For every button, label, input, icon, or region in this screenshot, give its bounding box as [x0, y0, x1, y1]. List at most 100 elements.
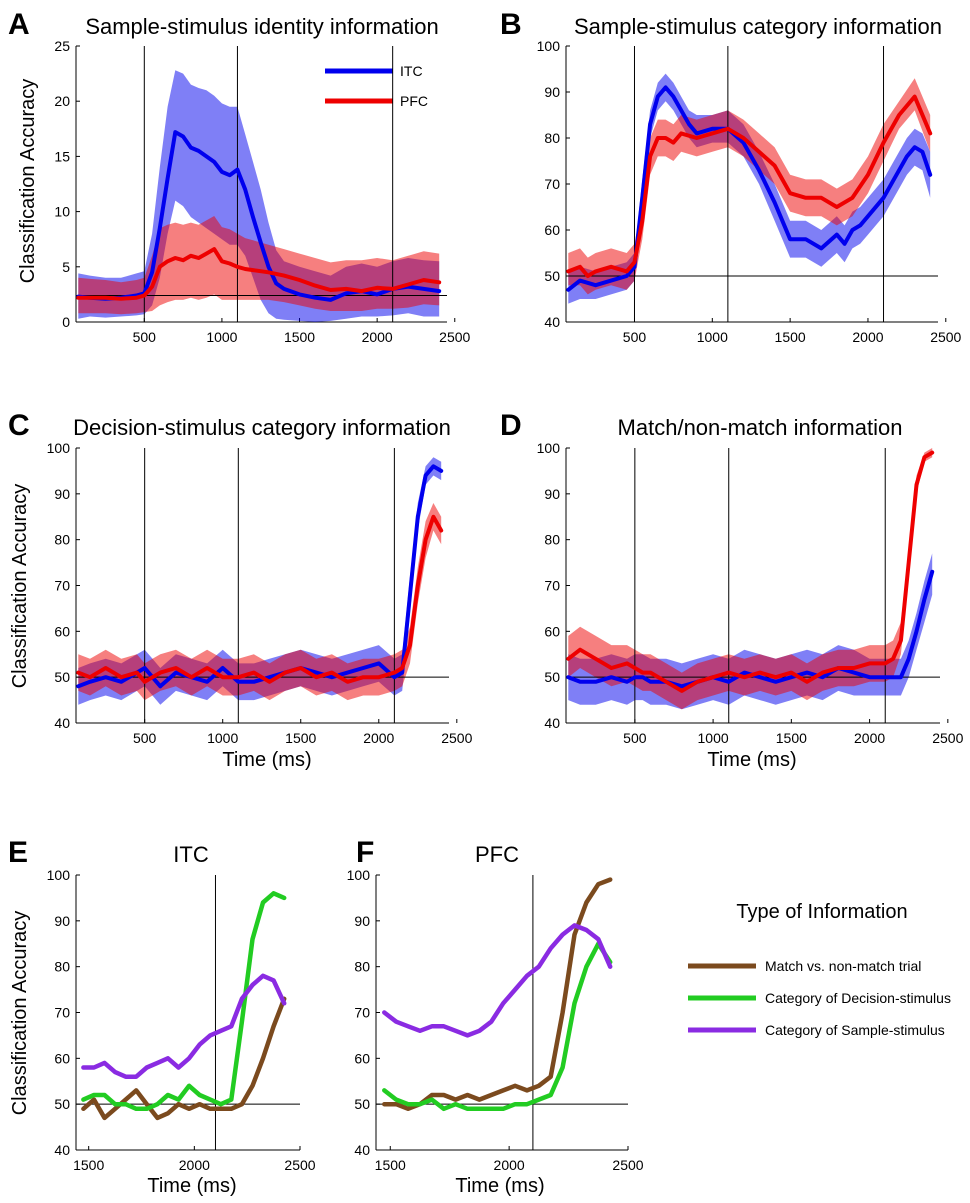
x-tick-label: 1500: [775, 329, 806, 345]
series-line-category-of-decision-stimulus: [382, 941, 613, 1112]
x-tick-label: 500: [623, 329, 647, 345]
x-tick-label: 1000: [697, 329, 728, 345]
y-tick-label: 40: [544, 715, 560, 731]
panel-a: A Sample-stimulus identity information C…: [8, 8, 471, 345]
x-tick-label: 2000: [852, 329, 883, 345]
x-tick-label: 1500: [73, 1157, 104, 1173]
y-tick-label: 70: [54, 1005, 70, 1021]
y-tick-label: 80: [54, 532, 70, 548]
x-tick-label: 1500: [375, 1157, 406, 1173]
x-tick-label: 1500: [285, 730, 316, 746]
x-tick-label: 500: [133, 730, 157, 746]
x-tick-label: 2500: [439, 329, 470, 345]
y-tick-label: 100: [47, 867, 71, 883]
y-tick-label: 40: [54, 1142, 70, 1158]
y-tick-label: 100: [47, 440, 71, 456]
series-line-pfc: [566, 94, 933, 278]
x-axis-label: Time (ms): [222, 749, 311, 771]
legend-title: Type of Information: [736, 901, 907, 923]
panel-b: B Sample-stimulus category information 4…: [500, 8, 962, 345]
y-tick-label: 80: [544, 532, 560, 548]
y-tick-label: 50: [54, 1096, 70, 1112]
y-tick-label: 80: [54, 959, 70, 975]
y-tick-label: 80: [544, 130, 560, 146]
x-tick-label: 2500: [612, 1157, 643, 1173]
y-tick-label: 40: [354, 1142, 370, 1158]
x-tick-label: 2000: [494, 1157, 525, 1173]
y-tick-label: 60: [544, 623, 560, 639]
y-tick-label: 10: [54, 204, 70, 220]
y-tick-label: 70: [544, 176, 560, 192]
y-tick-label: 90: [544, 84, 560, 100]
y-tick-label: 40: [54, 715, 70, 731]
y-tick-label: 100: [347, 867, 371, 883]
x-axis-label: Time (ms): [455, 1175, 544, 1197]
x-tick-label: 2500: [441, 730, 472, 746]
panel-letter-b: B: [500, 8, 522, 41]
panel-letter-a: A: [8, 8, 30, 41]
legend-label-sample: Category of Sample-stimulus: [765, 1022, 945, 1038]
y-tick-label: 100: [537, 440, 561, 456]
y-tick-label: 50: [54, 669, 70, 685]
panel-letter-d: D: [500, 409, 522, 442]
legend-label-match: Match vs. non-match trial: [765, 958, 921, 974]
y-tick-label: 15: [54, 148, 70, 164]
x-tick-label: 500: [133, 329, 157, 345]
panel-title: PFC: [475, 842, 519, 867]
y-tick-label: 70: [544, 578, 560, 594]
panel-title: Sample-stimulus identity information: [85, 14, 438, 39]
series-line-category-of-decision-stimulus: [81, 891, 287, 1112]
y-tick-label: 90: [54, 486, 70, 502]
confidence-band-pfc: [568, 448, 933, 710]
series-line-category-of-sample-stimulus: [382, 923, 613, 1038]
panel-title: ITC: [173, 842, 209, 867]
y-tick-label: 100: [537, 38, 561, 54]
y-axis-label: Classification Accuracy: [17, 79, 39, 284]
x-tick-label: 2000: [363, 730, 394, 746]
panel-c: C Decision-stimulus category information…: [8, 409, 473, 771]
series-line-pfc: [76, 247, 442, 301]
y-tick-label: 50: [544, 669, 560, 685]
y-tick-label: 60: [354, 1050, 370, 1066]
y-tick-label: 80: [354, 959, 370, 975]
y-tick-label: 90: [544, 486, 560, 502]
x-tick-label: 2000: [362, 329, 393, 345]
legend-label-decision: Category of Decision-stimulus: [765, 990, 951, 1006]
x-tick-label: 2500: [930, 329, 961, 345]
y-tick-label: 60: [54, 623, 70, 639]
x-tick-label: 2000: [179, 1157, 210, 1173]
y-tick-label: 25: [54, 38, 70, 54]
series-line-itc: [76, 464, 444, 689]
y-tick-label: 90: [54, 913, 70, 929]
panel-letter-c: C: [8, 409, 30, 442]
legend-label-pfc: PFC: [400, 93, 428, 109]
legend-label-itc: ITC: [400, 63, 423, 79]
panel-f: F PFC Time (ms) 40 50 60 70 80 90 100 1500 2000 2…: [347, 836, 644, 1197]
confidence-band-itc: [78, 70, 440, 322]
y-tick-label: 60: [544, 222, 560, 238]
y-tick-label: 90: [354, 913, 370, 929]
y-axis-label: Classification Accuracy: [9, 484, 31, 689]
y-tick-label: 5: [62, 259, 70, 275]
x-axis-label: Time (ms): [147, 1175, 236, 1197]
y-tick-label: 70: [54, 578, 70, 594]
x-tick-label: 1000: [207, 730, 238, 746]
series-line-category-of-sample-stimulus: [81, 973, 287, 1079]
panel-title: Match/non-match information: [618, 415, 903, 440]
panel-letter-f: F: [356, 836, 374, 869]
y-tick-label: 40: [544, 314, 560, 330]
x-tick-label: 1500: [776, 730, 807, 746]
x-axis-label: Time (ms): [707, 749, 796, 771]
panel-title: Sample-stimulus category information: [574, 14, 942, 39]
y-tick-label: 70: [354, 1005, 370, 1021]
series-line-pfc: [76, 514, 444, 684]
x-tick-label: 2000: [854, 730, 885, 746]
y-tick-label: 50: [354, 1096, 370, 1112]
legend-type-of-information: Type of Information Match vs. non-match …: [688, 901, 951, 1038]
panel-d: D Match/non-match information Time (ms) …: [500, 409, 964, 771]
x-tick-label: 2500: [932, 730, 963, 746]
x-tick-label: 2500: [284, 1157, 315, 1173]
y-tick-label: 50: [544, 268, 560, 284]
panel-e: E ITC Classification Accuracy Time (ms) …: [8, 836, 316, 1197]
